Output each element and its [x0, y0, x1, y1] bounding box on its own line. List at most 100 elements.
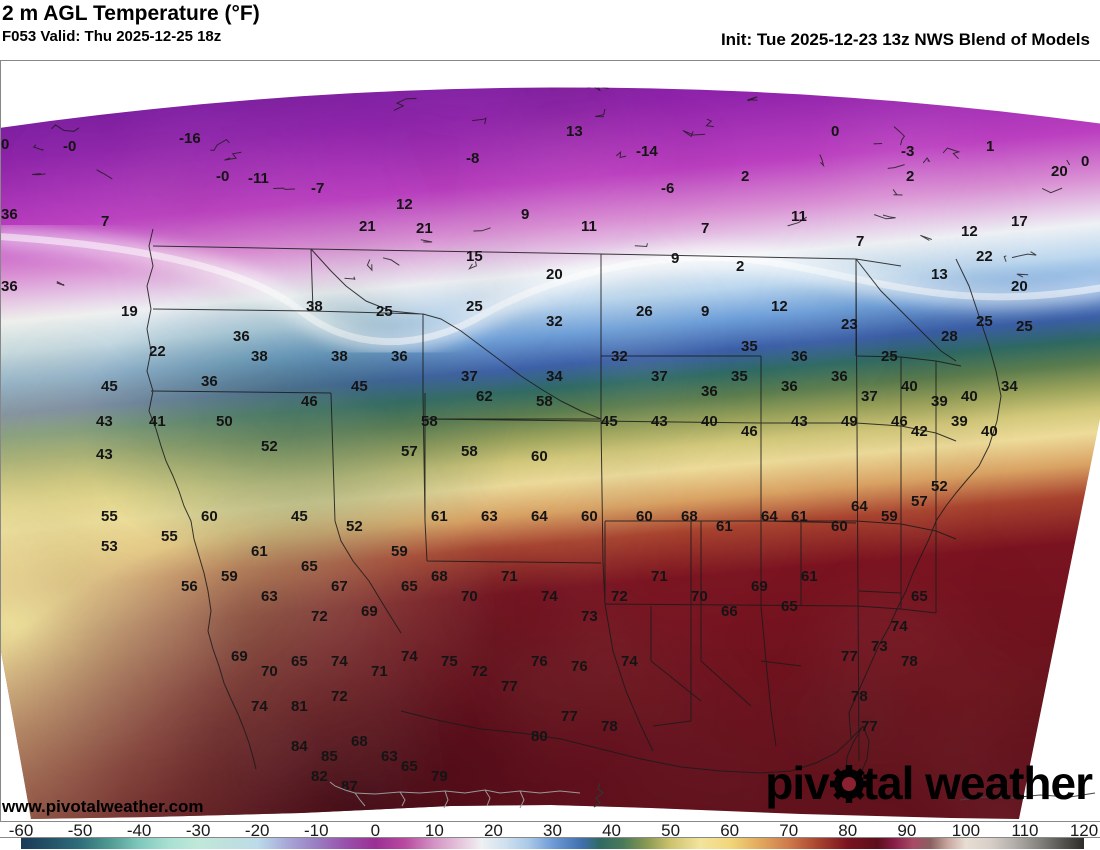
svg-text:65: 65	[301, 558, 318, 575]
svg-text:34: 34	[1001, 378, 1018, 395]
svg-text:32: 32	[546, 313, 563, 330]
svg-text:74: 74	[401, 648, 418, 665]
svg-text:60: 60	[636, 508, 653, 525]
svg-text:78: 78	[901, 653, 918, 670]
svg-text:50: 50	[216, 413, 233, 430]
svg-text:77: 77	[861, 718, 878, 735]
svg-text:69: 69	[361, 603, 378, 620]
svg-text:60: 60	[581, 508, 598, 525]
svg-text:-0: -0	[63, 138, 76, 155]
svg-text:0: 0	[1081, 153, 1089, 170]
svg-text:22: 22	[149, 343, 166, 360]
svg-text:20: 20	[546, 266, 563, 283]
svg-text:22: 22	[976, 248, 993, 265]
svg-text:-14: -14	[636, 143, 658, 160]
svg-text:56: 56	[181, 578, 198, 595]
svg-text:85: 85	[321, 748, 338, 765]
svg-text:-7: -7	[311, 180, 324, 197]
svg-text:37: 37	[651, 368, 668, 385]
svg-text:37: 37	[461, 368, 478, 385]
svg-text:60: 60	[531, 448, 548, 465]
svg-text:35: 35	[741, 338, 758, 355]
svg-text:36: 36	[1, 206, 18, 223]
svg-text:61: 61	[716, 518, 733, 535]
svg-text:1: 1	[986, 138, 994, 155]
svg-text:60: 60	[831, 518, 848, 535]
svg-text:36: 36	[1, 278, 18, 295]
svg-text:52: 52	[931, 478, 948, 495]
svg-text:63: 63	[381, 748, 398, 765]
svg-text:58: 58	[536, 393, 553, 410]
svg-text:58: 58	[461, 443, 478, 460]
svg-text:72: 72	[331, 688, 348, 705]
svg-text:17: 17	[1011, 213, 1028, 230]
svg-text:45: 45	[291, 508, 308, 525]
svg-text:7: 7	[856, 233, 864, 250]
svg-text:34: 34	[546, 368, 563, 385]
svg-text:65: 65	[291, 653, 308, 670]
svg-text:11: 11	[791, 208, 807, 225]
svg-text:45: 45	[601, 413, 618, 430]
svg-text:57: 57	[911, 493, 928, 510]
svg-text:46: 46	[741, 423, 758, 440]
svg-text:25: 25	[976, 313, 993, 330]
svg-text:69: 69	[751, 578, 768, 595]
svg-text:36: 36	[791, 348, 808, 365]
svg-text:77: 77	[501, 678, 518, 695]
svg-text:-8: -8	[466, 150, 479, 167]
svg-text:9: 9	[521, 206, 529, 223]
svg-text:78: 78	[851, 688, 868, 705]
svg-text:46: 46	[891, 413, 908, 430]
svg-text:13: 13	[566, 123, 583, 140]
svg-text:40: 40	[981, 423, 998, 440]
svg-text:13: 13	[931, 266, 948, 283]
svg-text:63: 63	[481, 508, 498, 525]
svg-text:7: 7	[701, 220, 709, 237]
svg-text:68: 68	[681, 508, 698, 525]
svg-text:45: 45	[351, 378, 368, 395]
svg-text:64: 64	[851, 498, 868, 515]
svg-text:2: 2	[736, 258, 744, 275]
svg-text:36: 36	[233, 328, 250, 345]
svg-text:26: 26	[636, 303, 653, 320]
svg-text:70: 70	[461, 588, 478, 605]
svg-text:59: 59	[881, 508, 898, 525]
svg-text:12: 12	[396, 196, 413, 213]
svg-text:76: 76	[531, 653, 548, 670]
svg-text:2: 2	[906, 168, 914, 185]
svg-text:38: 38	[331, 348, 348, 365]
svg-text:46: 46	[301, 393, 318, 410]
svg-text:65: 65	[401, 578, 418, 595]
svg-text:62: 62	[476, 388, 493, 405]
svg-text:52: 52	[346, 518, 363, 535]
svg-text:36: 36	[831, 368, 848, 385]
svg-text:65: 65	[781, 598, 798, 615]
svg-text:61: 61	[431, 508, 448, 525]
svg-text:9: 9	[671, 250, 679, 267]
svg-text:75: 75	[441, 653, 458, 670]
svg-text:74: 74	[331, 653, 348, 670]
svg-text:38: 38	[306, 298, 323, 315]
svg-text:53: 53	[101, 538, 118, 555]
svg-text:45: 45	[101, 378, 118, 395]
svg-text:67: 67	[331, 578, 348, 595]
svg-text:42: 42	[911, 423, 928, 440]
svg-text:72: 72	[471, 663, 488, 680]
svg-text:39: 39	[951, 413, 968, 430]
svg-text:68: 68	[351, 733, 368, 750]
svg-text:65: 65	[401, 758, 418, 775]
svg-text:36: 36	[701, 383, 718, 400]
svg-text:57: 57	[401, 443, 418, 460]
svg-text:25: 25	[1016, 318, 1033, 335]
svg-text:64: 64	[761, 508, 778, 525]
svg-text:58: 58	[421, 413, 438, 430]
svg-text:49: 49	[841, 413, 858, 430]
svg-text:61: 61	[801, 568, 818, 585]
svg-text:21: 21	[359, 218, 376, 235]
svg-text:12: 12	[771, 298, 788, 315]
svg-text:52: 52	[261, 438, 278, 455]
svg-text:25: 25	[466, 298, 483, 315]
svg-text:59: 59	[391, 543, 408, 560]
svg-text:76: 76	[571, 658, 588, 675]
svg-text:77: 77	[561, 708, 578, 725]
